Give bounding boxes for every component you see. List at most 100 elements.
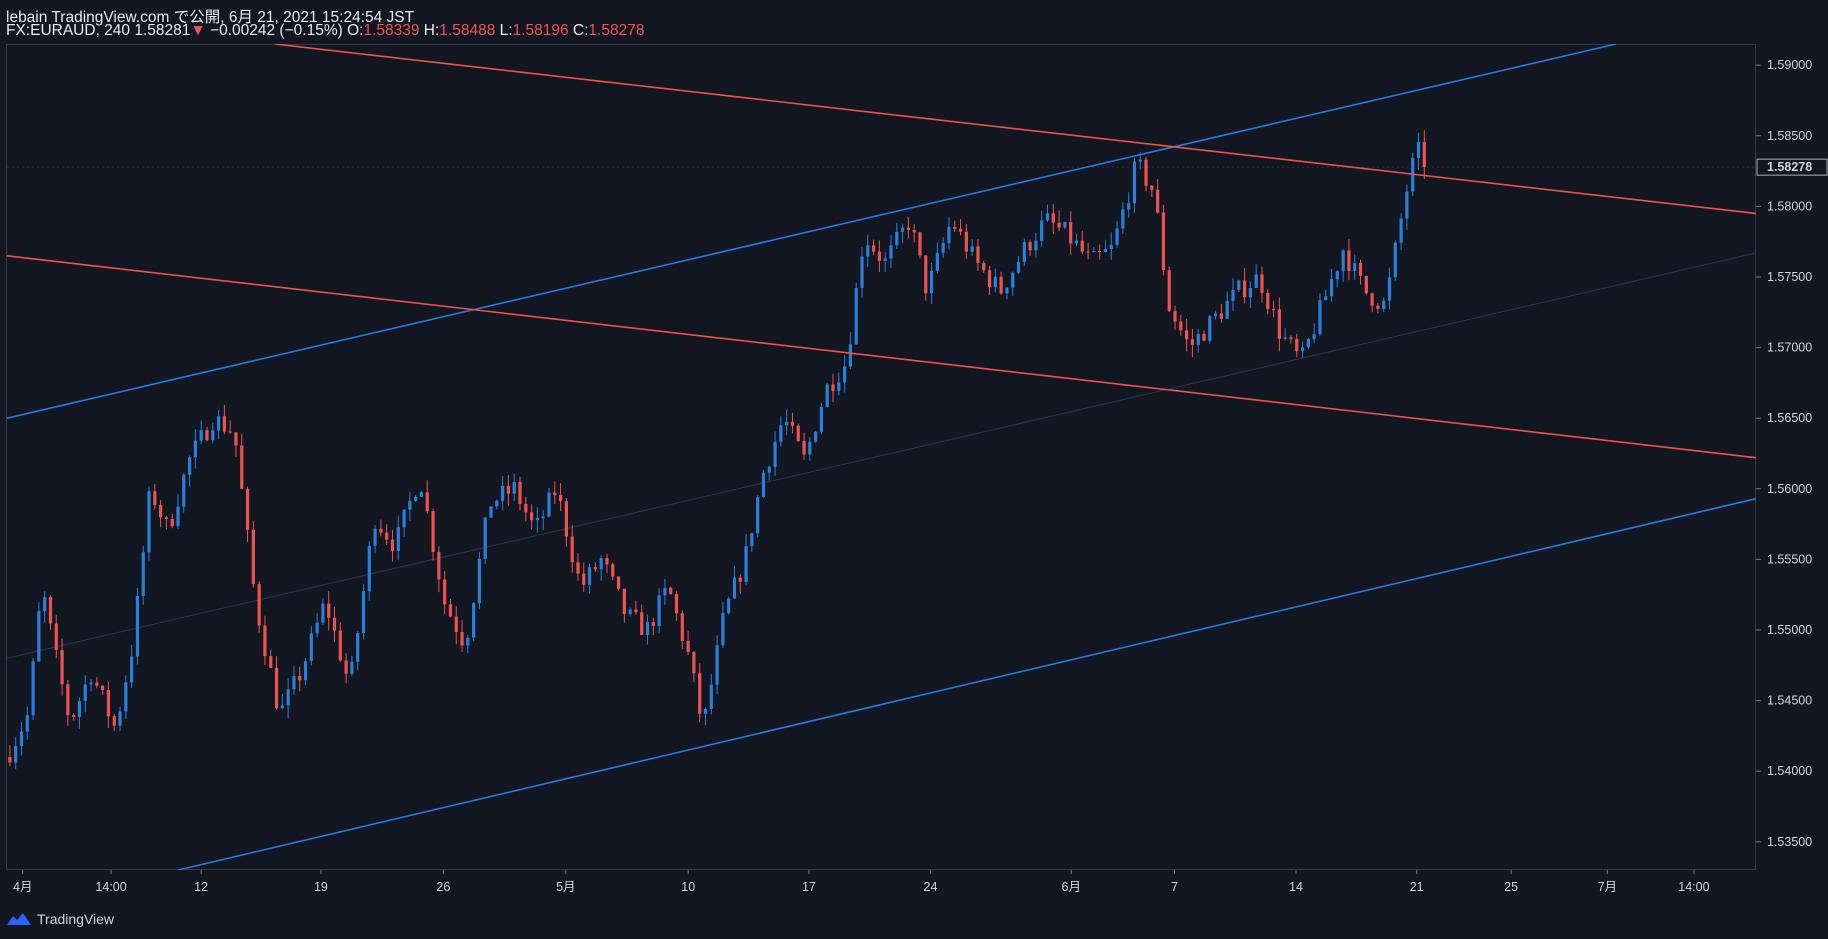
candle-body[interactable]	[14, 746, 18, 763]
candle-body[interactable]	[953, 226, 957, 229]
candle-body[interactable]	[437, 551, 441, 580]
candle-body[interactable]	[338, 630, 342, 661]
candle-body[interactable]	[240, 445, 244, 489]
candle-body[interactable]	[211, 430, 215, 441]
candle-body[interactable]	[756, 497, 760, 534]
candle-body[interactable]	[1300, 347, 1305, 352]
candle-body[interactable]	[385, 532, 389, 540]
candle-body[interactable]	[245, 488, 250, 530]
candle-body[interactable]	[118, 711, 122, 726]
candle-body[interactable]	[1086, 251, 1090, 253]
candle-body[interactable]	[298, 675, 302, 681]
candle-body[interactable]	[83, 684, 87, 702]
candle-body[interactable]	[106, 690, 111, 717]
candle-body[interactable]	[1260, 274, 1264, 293]
candle-body[interactable]	[622, 588, 626, 615]
candle-body[interactable]	[1040, 220, 1044, 241]
candle-body[interactable]	[1312, 334, 1316, 339]
candle-body[interactable]	[1127, 203, 1131, 210]
candle-body[interactable]	[379, 528, 383, 533]
candle-body[interactable]	[431, 511, 435, 552]
candle-body[interactable]	[77, 701, 82, 717]
candle-body[interactable]	[645, 622, 650, 635]
candle-body[interactable]	[929, 270, 934, 294]
trendline-4[interactable]	[7, 255, 1756, 459]
candle-body[interactable]	[993, 276, 997, 288]
candle-body[interactable]	[292, 675, 296, 690]
candle-body[interactable]	[1358, 263, 1363, 276]
candle-body[interactable]	[640, 612, 644, 635]
candle-body[interactable]	[477, 558, 482, 604]
candle-body[interactable]	[1167, 270, 1171, 312]
candle-body[interactable]	[43, 597, 47, 612]
candle-body[interactable]	[1219, 313, 1224, 319]
candle-body[interactable]	[727, 598, 731, 614]
candle-body[interactable]	[790, 421, 795, 426]
candle-body[interactable]	[153, 491, 157, 506]
candle-body[interactable]	[854, 288, 858, 345]
candle-body[interactable]	[1138, 159, 1142, 162]
candle-body[interactable]	[1393, 242, 1397, 278]
candle-body[interactable]	[558, 495, 563, 502]
candle-body[interactable]	[1289, 337, 1293, 340]
candle-body[interactable]	[779, 425, 783, 442]
candle-body[interactable]	[634, 609, 638, 613]
candle-body[interactable]	[419, 492, 424, 497]
candle-body[interactable]	[877, 251, 882, 261]
candle-body[interactable]	[918, 232, 922, 256]
plot-area[interactable]	[7, 44, 1756, 870]
candle-body[interactable]	[860, 256, 864, 289]
candle-body[interactable]	[454, 616, 458, 633]
candle-body[interactable]	[958, 228, 963, 232]
candle-body[interactable]	[228, 431, 232, 433]
candle-body[interactable]	[663, 587, 667, 596]
candle-body[interactable]	[1028, 242, 1032, 251]
candle-body[interactable]	[1196, 333, 1200, 345]
candle-body[interactable]	[814, 431, 818, 442]
candle-body[interactable]	[303, 661, 308, 681]
candle-body[interactable]	[1150, 185, 1154, 190]
candle-body[interactable]	[1382, 300, 1386, 309]
trendline-2[interactable]	[178, 497, 1756, 870]
candle-body[interactable]	[66, 684, 70, 716]
candle-body[interactable]	[1271, 309, 1276, 311]
candle-body[interactable]	[947, 226, 951, 244]
candle-body[interactable]	[1202, 333, 1206, 341]
candle-body[interactable]	[698, 673, 702, 714]
candle-body[interactable]	[744, 546, 748, 582]
candle-body[interactable]	[101, 685, 105, 691]
candle-body[interactable]	[1173, 311, 1177, 322]
candle-body[interactable]	[1016, 261, 1021, 273]
candle-body[interactable]	[1283, 337, 1287, 339]
candle-body[interactable]	[1399, 218, 1403, 243]
candle-body[interactable]	[402, 509, 406, 528]
candle-body[interactable]	[1074, 240, 1079, 244]
trendline-1[interactable]	[7, 44, 1617, 419]
candle-body[interactable]	[8, 757, 12, 763]
candle-body[interactable]	[843, 366, 847, 383]
candle-body[interactable]	[414, 496, 418, 501]
candle-body[interactable]	[721, 613, 725, 646]
candle-body[interactable]	[1376, 305, 1380, 309]
trendline-3[interactable]	[274, 44, 1756, 215]
candle-body[interactable]	[1329, 279, 1334, 297]
candle-body[interactable]	[460, 632, 464, 646]
candle-body[interactable]	[802, 440, 806, 455]
candle-body[interactable]	[541, 516, 545, 519]
candle-body[interactable]	[912, 230, 916, 233]
candle-body[interactable]	[182, 474, 186, 507]
candle-body[interactable]	[819, 407, 824, 432]
candle-body[interactable]	[1080, 240, 1084, 252]
candle-body[interactable]	[483, 517, 487, 559]
candle-body[interactable]	[1144, 159, 1148, 186]
candle-body[interactable]	[1277, 309, 1281, 339]
candle-body[interactable]	[593, 567, 597, 570]
candle-body[interactable]	[141, 552, 145, 596]
candle-body[interactable]	[344, 660, 348, 674]
candle-body[interactable]	[524, 503, 528, 513]
candle-body[interactable]	[367, 545, 371, 592]
candle-body[interactable]	[669, 587, 673, 595]
candle-body[interactable]	[866, 245, 870, 257]
candle-body[interactable]	[570, 536, 574, 563]
